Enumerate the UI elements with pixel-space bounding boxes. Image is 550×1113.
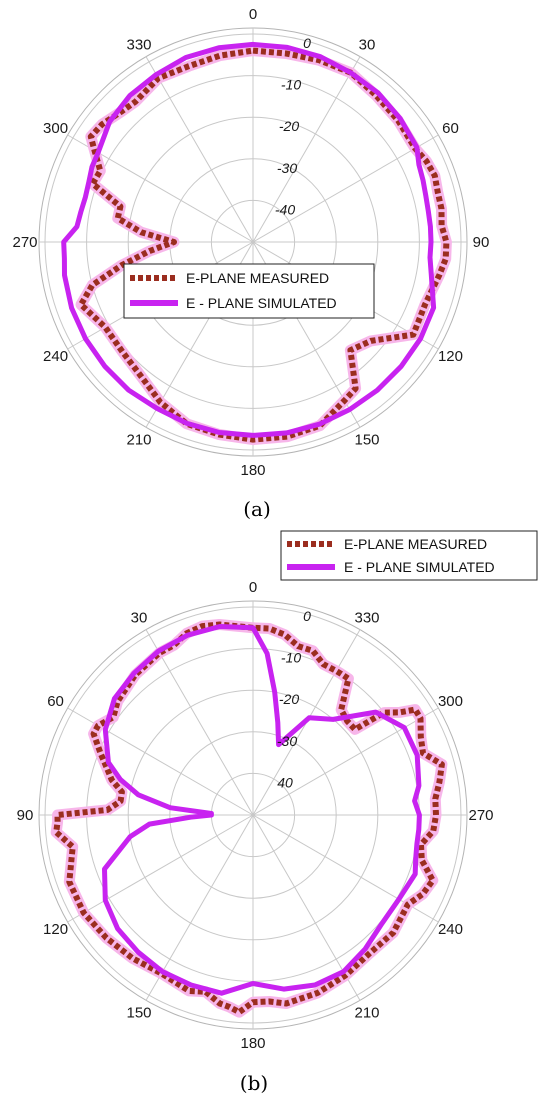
- grid-spoke: [145, 629, 254, 816]
- angle-tick-label: 300: [438, 693, 463, 710]
- angle-tick-label: 0: [249, 579, 257, 596]
- angle-tick-label: 120: [438, 348, 463, 365]
- angle-tick-label: 210: [126, 431, 151, 448]
- angle-ticks-b: 0 330 300 270 240 210 180 150 120 90 60 30: [17, 579, 494, 1052]
- angle-tick-label: 270: [12, 234, 37, 251]
- angle-tick-label: 60: [442, 120, 459, 137]
- angle-tick-label: 0: [249, 6, 257, 23]
- legend-label-simulated-b: E - PLANE SIMULATED: [344, 559, 495, 575]
- angle-tick-label: 120: [43, 921, 68, 938]
- series-group-a: [61, 41, 452, 446]
- grid-spoke: [145, 56, 254, 243]
- angle-ticks-a: 0 30 60 90 120 150 180 210 240 270 300 330: [12, 6, 489, 479]
- legend-label-measured-a: E-PLANE MEASURED: [186, 270, 329, 286]
- radial-tick-label: 0: [303, 35, 311, 51]
- grid-spoke: [252, 134, 439, 243]
- angle-tick-label: 90: [17, 807, 34, 824]
- legend-label-measured-b: E-PLANE MEASURED: [344, 536, 487, 552]
- series-simulated-line: [102, 624, 422, 996]
- angle-tick-label: 180: [240, 1035, 265, 1052]
- angle-tick-label: 240: [438, 921, 463, 938]
- angle-tick-label: 150: [354, 431, 379, 448]
- series-measured-line: [53, 621, 445, 1016]
- grid-spoke: [252, 56, 361, 243]
- series-group-b: [50, 619, 448, 1018]
- caption-a: (a): [243, 497, 271, 521]
- angle-tick-label: 60: [47, 693, 64, 710]
- polar-grid-a: [38, 27, 468, 457]
- series-measured-halo: [50, 619, 448, 1018]
- angle-tick-label: 330: [126, 37, 151, 54]
- grid-spoke: [67, 814, 254, 923]
- legend-label-simulated-a: E - PLANE SIMULATED: [186, 295, 337, 311]
- grid-spoke: [252, 707, 439, 816]
- radial-tick-label: -10: [281, 650, 301, 666]
- caption-b: (b): [240, 1071, 268, 1095]
- angle-tick-label: 150: [126, 1004, 151, 1021]
- polar-chart-b: 0 330 300 270 240 210 180 150 120 90 60 30 0 -10 -20 -…: [17, 579, 494, 1052]
- angle-tick-label: 270: [468, 807, 493, 824]
- angle-tick-label: 210: [354, 1004, 379, 1021]
- angle-tick-label: 180: [240, 462, 265, 479]
- grid-spoke: [252, 814, 361, 1001]
- radial-tick-label: -20: [279, 118, 299, 134]
- legend-b: E-PLANE MEASURED E - PLANE SIMULATED: [280, 530, 538, 581]
- radial-tick-label: 40: [277, 774, 293, 790]
- polar-chart-a: 0 30 60 90 120 150 180 210 240 270 300 330 0 -10 -20 -…: [12, 6, 489, 479]
- series-simulated-line: [61, 41, 437, 438]
- angle-tick-label: 330: [354, 610, 379, 627]
- radial-tick-label: -30: [277, 733, 297, 749]
- radial-tick-label: -40: [275, 201, 295, 217]
- angle-tick-label: 30: [359, 37, 376, 54]
- angle-tick-label: 300: [43, 120, 68, 137]
- radial-tick-label: -20: [279, 691, 299, 707]
- radial-tick-label: -30: [277, 160, 297, 176]
- legend-a: E-PLANE MEASURED E - PLANE SIMULATED: [123, 263, 375, 319]
- radial-tick-label: -10: [281, 77, 301, 93]
- angle-tick-label: 240: [43, 348, 68, 365]
- angle-tick-label: 90: [473, 234, 490, 251]
- radial-ticks-a: 0 -10 -20 -30 -40: [275, 35, 311, 217]
- radial-ticks-b: 0 -10 -20 -30 40: [277, 608, 311, 790]
- angle-tick-label: 30: [131, 610, 148, 627]
- radial-tick-label: 0: [303, 608, 311, 624]
